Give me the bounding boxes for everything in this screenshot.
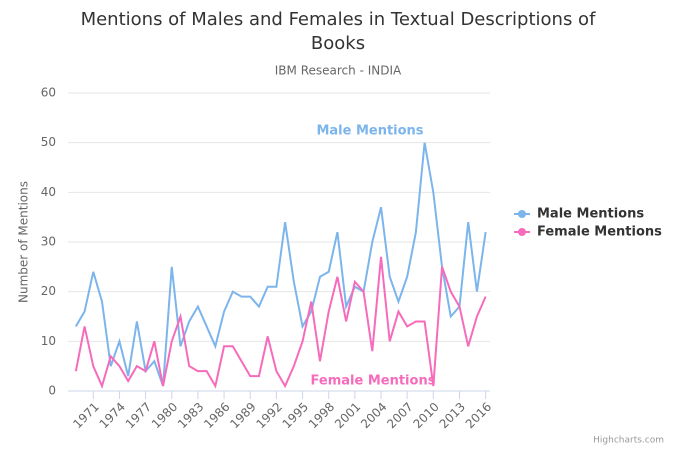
x-tick-label: 1986 bbox=[201, 400, 232, 431]
x-tick-label: 1974 bbox=[97, 400, 128, 431]
x-tick-label: 1983 bbox=[175, 400, 206, 431]
x-tick-label: 1989 bbox=[227, 400, 258, 431]
credits: Highcharts.com bbox=[593, 436, 664, 446]
annotation: Female Mentions bbox=[311, 374, 436, 389]
y-tick-label: 30 bbox=[41, 235, 56, 249]
legend-label: Female Mentions bbox=[537, 225, 662, 240]
x-tick-label: 1977 bbox=[123, 400, 154, 431]
x-tick-label: 2007 bbox=[384, 400, 415, 431]
x-tick-label: 1971 bbox=[70, 400, 101, 431]
legend-marker bbox=[518, 228, 526, 236]
x-tick-label: 2016 bbox=[463, 400, 494, 431]
y-tick-label: 10 bbox=[41, 334, 56, 348]
annotation: Male Mentions bbox=[316, 124, 423, 139]
x-tick-label: 2004 bbox=[358, 400, 389, 431]
x-tick-label: 1980 bbox=[149, 400, 180, 431]
series-line bbox=[74, 256, 487, 389]
x-tick-label: 2001 bbox=[332, 400, 363, 431]
x-tick-label: 2013 bbox=[437, 400, 468, 431]
y-tick-label: 60 bbox=[41, 86, 56, 100]
y-axis-label: Number of Mentions bbox=[17, 181, 31, 303]
y-tick-label: 20 bbox=[41, 284, 56, 298]
series-line bbox=[74, 142, 487, 387]
x-tick-label: 1995 bbox=[280, 400, 311, 431]
legend-label: Male Mentions bbox=[537, 207, 644, 222]
x-tick-label: 1998 bbox=[306, 400, 337, 431]
y-tick-label: 50 bbox=[41, 135, 56, 149]
chart-title: Mentions of Males and Females in Textual… bbox=[81, 9, 596, 54]
y-tick-label: 40 bbox=[41, 185, 56, 199]
legend-marker bbox=[518, 210, 526, 218]
y-tick-label: 0 bbox=[48, 384, 56, 398]
x-tick-label: 1992 bbox=[253, 400, 284, 431]
chart-subtitle: IBM Research - INDIA bbox=[275, 64, 402, 78]
x-tick-label: 2010 bbox=[410, 400, 441, 431]
